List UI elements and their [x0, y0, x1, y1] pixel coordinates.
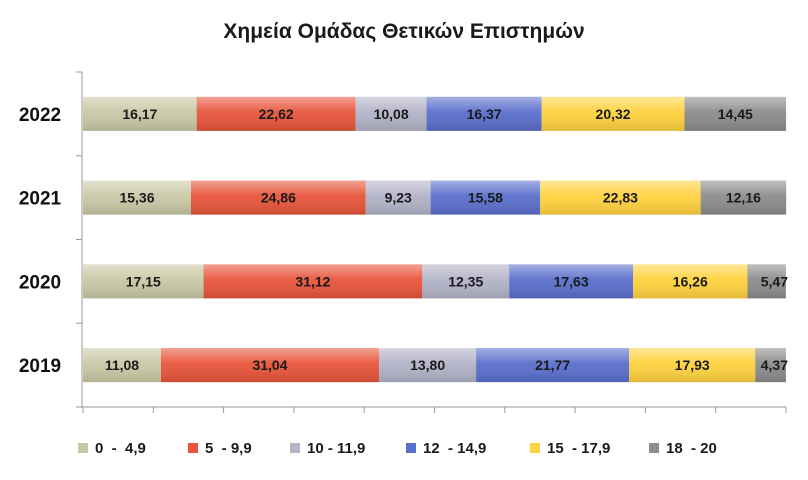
- data-label: 11,08: [105, 357, 139, 373]
- bar-segment-shade: [83, 264, 204, 299]
- bar-segment-shade: [160, 348, 380, 383]
- data-label: 13,80: [410, 357, 445, 373]
- bars: 2022 16,17 22,62 10,08 16,37 20,32 14,45 2021 15…: [19, 96, 788, 383]
- legend-swatch: [530, 443, 540, 453]
- data-label: 5,47: [761, 273, 788, 289]
- bar-segment-shade: [700, 180, 787, 215]
- bar-segment-shade: [379, 348, 477, 383]
- bar-segment-shade: [540, 180, 701, 215]
- bar-segment-shade: [541, 96, 685, 131]
- bar-segment-shade: [633, 264, 748, 299]
- category-label: 2019: [19, 356, 61, 377]
- data-label: 16,26: [673, 273, 708, 289]
- bar-segment-shade: [203, 264, 423, 299]
- data-label: 17,63: [554, 273, 589, 289]
- bar-segment-shade: [755, 348, 786, 383]
- data-label: 16,37: [467, 106, 502, 122]
- legend-label: 12 - 14,9: [423, 440, 486, 457]
- bar-segment-shade: [426, 96, 542, 131]
- legend-swatch: [290, 443, 300, 453]
- data-label: 17,15: [126, 273, 161, 289]
- data-label: 22,62: [259, 106, 294, 122]
- bar-segment-shade: [684, 96, 787, 131]
- legend-swatch: [78, 443, 88, 453]
- legend-swatch: [188, 443, 198, 453]
- legend-label: 5 - 9,9: [205, 440, 252, 457]
- data-label: 22,83: [603, 190, 638, 206]
- data-label: 21,77: [535, 357, 570, 373]
- category-label: 2021: [19, 189, 62, 210]
- bar-segment-shade: [509, 264, 634, 299]
- legend-label: 18 - 20: [666, 440, 717, 457]
- data-label: 10,08: [374, 106, 409, 122]
- bar-segment-shade: [83, 180, 191, 215]
- legend: 0 - 4,9 5 - 9,9 10 - 11,9 12 - 14,9 15 - 17,…: [78, 440, 717, 457]
- axes: [76, 71, 787, 413]
- legend-swatch: [649, 443, 659, 453]
- bar-segment-shade: [83, 348, 161, 383]
- bar-segment-shade: [365, 180, 431, 215]
- data-label: 15,58: [468, 190, 503, 206]
- bar-segment-shade: [190, 180, 366, 215]
- data-label: 16,17: [122, 106, 157, 122]
- bar-segment-shade: [83, 96, 197, 131]
- data-label: 15,36: [119, 190, 154, 206]
- legend-label: 10 - 11,9: [307, 440, 365, 457]
- category-label: 2020: [19, 272, 61, 293]
- category-label: 2022: [19, 105, 61, 126]
- chart-title: Χημεία Ομάδας Θετικών Επιστημών: [223, 20, 584, 43]
- data-label: 9,23: [385, 190, 412, 206]
- data-label: 12,35: [448, 273, 483, 289]
- bar-segment-shade: [629, 348, 756, 383]
- bar-segment-shade: [422, 264, 510, 299]
- bar-segment-shade: [196, 96, 356, 131]
- legend-swatch: [406, 443, 416, 453]
- legend-label: 15 - 17,9: [547, 440, 610, 457]
- data-label: 17,93: [675, 357, 710, 373]
- bar-segment-shade: [747, 264, 786, 299]
- bar-segment-shade: [430, 180, 541, 215]
- bar-segment-shade: [476, 348, 630, 383]
- data-label: 24,86: [261, 190, 296, 206]
- data-label: 4,37: [761, 357, 788, 373]
- legend-label: 0 - 4,9: [95, 440, 146, 457]
- data-label: 31,12: [295, 273, 330, 289]
- data-label: 31,04: [252, 357, 287, 373]
- data-label: 20,32: [596, 106, 631, 122]
- bar-segment-shade: [355, 96, 427, 131]
- data-label: 12,16: [726, 190, 761, 206]
- data-label: 14,45: [718, 106, 753, 122]
